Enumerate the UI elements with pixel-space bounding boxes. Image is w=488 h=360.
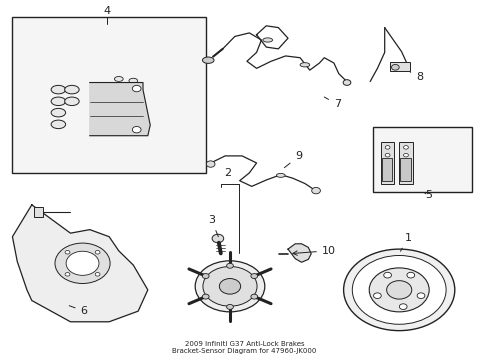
Bar [398,142,412,184]
Circle shape [386,281,411,299]
Circle shape [373,293,381,298]
Ellipse shape [263,38,272,42]
Circle shape [226,305,233,309]
Ellipse shape [114,77,123,81]
Ellipse shape [51,120,65,129]
Polygon shape [287,244,310,262]
Circle shape [391,64,398,70]
Circle shape [403,145,407,149]
Polygon shape [90,82,150,136]
Ellipse shape [51,108,65,117]
Ellipse shape [51,85,65,94]
Circle shape [416,293,424,298]
Circle shape [226,263,233,268]
Circle shape [203,266,257,306]
Text: 2009 Infiniti G37 Anti-Lock Brakes
Bracket-Sensor Diagram for 47960-JK000: 2009 Infiniti G37 Anti-Lock Brakes Brack… [172,341,316,354]
Circle shape [95,273,100,276]
Circle shape [212,234,223,243]
Circle shape [403,153,407,157]
Ellipse shape [129,78,138,83]
Text: 7: 7 [324,97,340,109]
Circle shape [66,251,99,275]
Circle shape [351,256,445,324]
Text: 4: 4 [103,6,110,16]
Ellipse shape [276,174,285,177]
Circle shape [195,261,264,312]
Circle shape [132,126,141,133]
Circle shape [343,80,350,85]
Text: 1: 1 [400,233,410,251]
Ellipse shape [64,97,79,105]
Bar [389,62,409,71]
Bar [399,158,410,181]
Ellipse shape [51,97,65,105]
Text: 2: 2 [224,168,231,179]
Text: 6: 6 [69,306,87,316]
Circle shape [368,268,428,312]
Circle shape [399,304,407,310]
Text: 5: 5 [424,190,431,201]
Circle shape [55,243,110,283]
Bar [34,207,43,217]
Bar [381,158,392,181]
Circle shape [250,294,257,299]
Ellipse shape [202,57,214,63]
Bar [380,142,393,184]
Circle shape [383,272,391,278]
Text: 10: 10 [292,246,335,256]
Circle shape [95,251,100,254]
Text: 3: 3 [208,215,218,237]
Circle shape [202,274,209,279]
Circle shape [406,272,414,278]
Circle shape [385,153,389,157]
Circle shape [202,294,209,299]
Text: 9: 9 [284,152,302,168]
Circle shape [65,273,70,276]
Circle shape [250,274,257,279]
Polygon shape [12,205,147,322]
Ellipse shape [64,85,79,94]
Circle shape [385,145,389,149]
Circle shape [343,249,454,330]
Ellipse shape [300,63,309,67]
Circle shape [65,251,70,254]
Circle shape [206,161,215,167]
Circle shape [311,188,320,194]
Circle shape [219,279,240,294]
Text: 8: 8 [409,72,422,82]
Bar [372,127,471,192]
Circle shape [132,85,141,92]
Bar [12,17,205,173]
